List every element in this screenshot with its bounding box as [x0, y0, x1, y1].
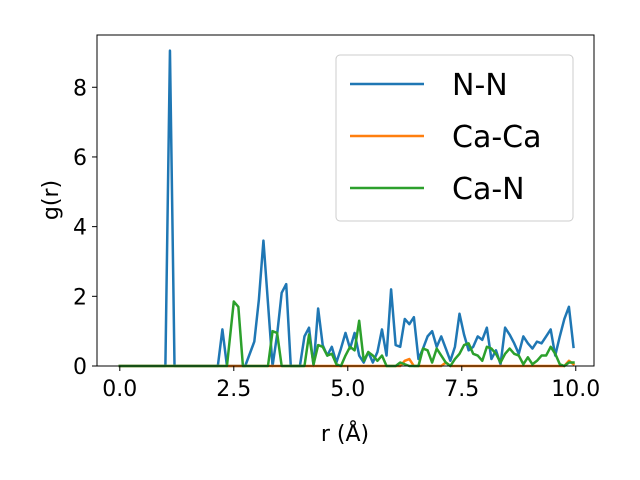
x-tick-label: 0.0	[102, 377, 137, 402]
series-line-n-n	[118, 49, 575, 368]
x-tick-label: 7.5	[444, 377, 479, 402]
axes-frame	[96, 34, 595, 367]
y-tick-label: 0	[73, 355, 87, 380]
y-tick-label: 4	[73, 216, 87, 241]
y-axis-ticks: 0 2 4 6 8	[73, 76, 97, 380]
legend-box	[335, 54, 574, 222]
x-tick-label: 2.5	[216, 377, 251, 402]
y-tick-label: 8	[73, 76, 87, 101]
x-axis-label: r (Å)	[321, 420, 369, 447]
y-tick-label: 6	[73, 146, 87, 171]
x-tick-label: 5.0	[330, 377, 365, 402]
legend: N-N Ca-Ca Ca-N	[335, 54, 574, 222]
x-axis-ticks: 0.0 2.5 5.0 7.5 10.0	[102, 366, 600, 402]
y-axis-label: g(r)	[39, 180, 64, 220]
y-tick-label: 2	[73, 285, 87, 310]
legend-label-ca-n: Ca-N	[452, 172, 525, 207]
legend-label-ca-ca: Ca-Ca	[452, 120, 542, 155]
series-line-ca-n	[118, 300, 575, 368]
legend-label-n-n: N-N	[452, 68, 508, 103]
x-tick-label: 10.0	[551, 377, 600, 402]
